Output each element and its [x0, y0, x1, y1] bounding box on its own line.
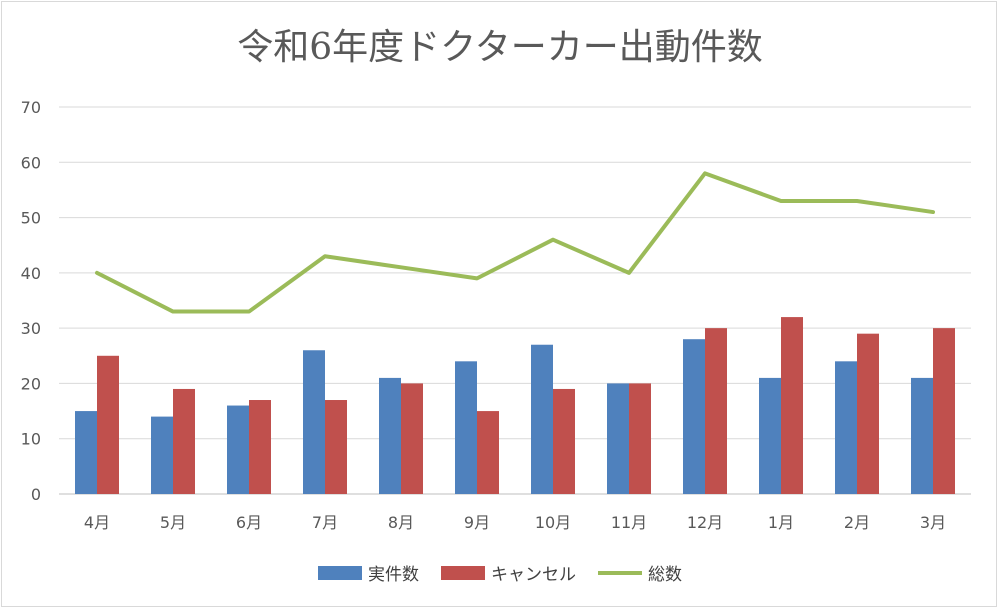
bar-キャンセル [629, 383, 651, 494]
x-tick-label: 10月 [535, 513, 571, 532]
legend-swatch [598, 570, 642, 575]
x-tick-label: 4月 [84, 513, 110, 532]
bar-キャンセル [933, 328, 955, 494]
bar-キャンセル [97, 355, 119, 494]
x-tick-label: 9月 [464, 513, 490, 532]
legend-label: キャンセル [491, 565, 576, 585]
line-総数 [95, 171, 935, 314]
x-tick-label: 12月 [687, 513, 723, 532]
legend-item: 実件数 [318, 560, 419, 585]
bar-キャンセル [173, 388, 195, 494]
legend-item: キャンセル [441, 560, 576, 585]
bar-実件数 [531, 344, 553, 494]
bar-実件数 [683, 339, 705, 494]
y-tick-label: 60 [21, 153, 41, 172]
bar-キャンセル [249, 400, 271, 494]
y-tick-label: 0 [31, 485, 41, 504]
y-tick-label: 30 [21, 319, 41, 338]
legend-label: 実件数 [368, 565, 419, 585]
bar-キャンセル [553, 388, 575, 494]
y-tick-label: 10 [21, 430, 41, 449]
bar-キャンセル [477, 411, 499, 494]
x-tick-label: 7月 [312, 513, 338, 532]
bar-実件数 [303, 350, 325, 494]
legend-swatch [318, 565, 362, 580]
legend-label: 総数 [648, 565, 682, 585]
bar-キャンセル [781, 317, 803, 494]
x-tick-label: 6月 [236, 513, 262, 532]
y-tick-label: 70 [21, 98, 41, 117]
bar-キャンセル [325, 400, 347, 494]
x-tick-label: 11月 [611, 513, 647, 532]
legend: 実件数 キャンセル 総数 [0, 560, 1000, 585]
bar-実件数 [911, 377, 933, 494]
bar-実件数 [455, 361, 477, 494]
bar-実件数 [151, 416, 173, 494]
y-tick-label: 20 [21, 374, 41, 393]
bar-実件数 [227, 405, 249, 494]
bar-キャンセル [857, 333, 879, 494]
x-tick-label: 1月 [768, 513, 794, 532]
bar-実件数 [759, 377, 781, 494]
x-tick-label: 3月 [920, 513, 946, 532]
bar-実件数 [75, 411, 97, 494]
legend-item: 総数 [598, 560, 682, 585]
bar-実件数 [835, 361, 857, 494]
x-tick-label: 8月 [388, 513, 414, 532]
y-tick-label: 50 [21, 209, 41, 228]
bar-キャンセル [705, 328, 727, 494]
chart-title: 令和6年度ドクターカー出動件数 [237, 27, 763, 68]
y-tick-label: 40 [21, 264, 41, 283]
x-tick-label: 2月 [844, 513, 870, 532]
legend-swatch [441, 565, 485, 580]
bar-実件数 [607, 383, 629, 494]
bar-キャンセル [401, 383, 423, 494]
x-tick-label: 5月 [160, 513, 186, 532]
bar-実件数 [379, 377, 401, 494]
